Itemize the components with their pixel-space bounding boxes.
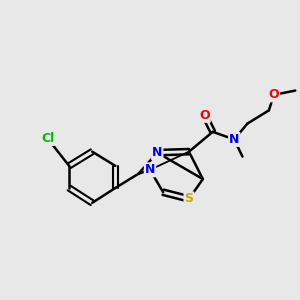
Text: S: S xyxy=(184,192,194,206)
Text: Cl: Cl xyxy=(41,132,54,145)
Text: N: N xyxy=(229,133,239,146)
Text: N: N xyxy=(152,146,163,159)
Text: O: O xyxy=(199,109,210,122)
Text: N: N xyxy=(145,163,155,176)
Text: O: O xyxy=(268,88,279,101)
